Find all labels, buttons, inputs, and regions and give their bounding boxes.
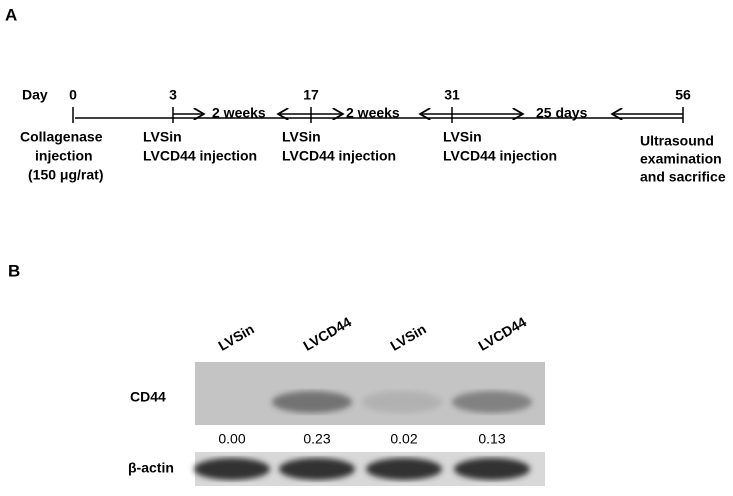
row-label: CD44: [130, 389, 166, 405]
lane-label: LVSin: [215, 321, 256, 354]
cd44-band: [452, 391, 532, 413]
lane-label: LVSin: [387, 321, 428, 354]
cd44-band: [272, 391, 352, 413]
event-text: LVCD44 injection: [443, 148, 557, 164]
panel-label: B: [8, 261, 20, 280]
interval-label: 2 weeks: [212, 105, 266, 121]
event-text: LVSin: [143, 129, 182, 145]
row-label: β-actin: [128, 460, 174, 476]
quantity: 0.13: [478, 431, 505, 447]
day-number: 17: [303, 87, 319, 103]
actin-band: [194, 458, 270, 480]
lane-label: LVCD44: [475, 314, 529, 354]
event-text: injection: [35, 148, 93, 164]
panel-label: A: [5, 5, 17, 24]
event-text: (150 μg/rat): [28, 167, 103, 183]
actin-band: [366, 458, 442, 480]
event-text: Ultrasound: [640, 133, 714, 149]
quantity: 0.00: [218, 431, 245, 447]
event-text: and sacrifice: [640, 169, 726, 185]
event-text: LVSin: [282, 129, 321, 145]
interval-label: 25 days: [536, 105, 588, 121]
event-text: examination: [640, 151, 722, 167]
event-text: LVSin: [443, 129, 482, 145]
event-text: Collagenase: [20, 129, 103, 145]
event-text: LVCD44 injection: [143, 148, 257, 164]
quantity: 0.02: [390, 431, 417, 447]
day-number: 31: [444, 87, 460, 103]
actin-band: [279, 458, 355, 480]
quantity: 0.23: [303, 431, 330, 447]
lane-label: LVCD44: [300, 314, 354, 354]
interval-label: 2 weeks: [346, 105, 400, 121]
day-number: 0: [69, 87, 77, 103]
event-text: LVCD44 injection: [282, 148, 396, 164]
actin-band: [454, 458, 530, 480]
cd44-band: [362, 391, 442, 413]
day-number: 56: [675, 87, 691, 103]
day-label: Day: [22, 87, 48, 103]
day-number: 3: [169, 87, 177, 103]
